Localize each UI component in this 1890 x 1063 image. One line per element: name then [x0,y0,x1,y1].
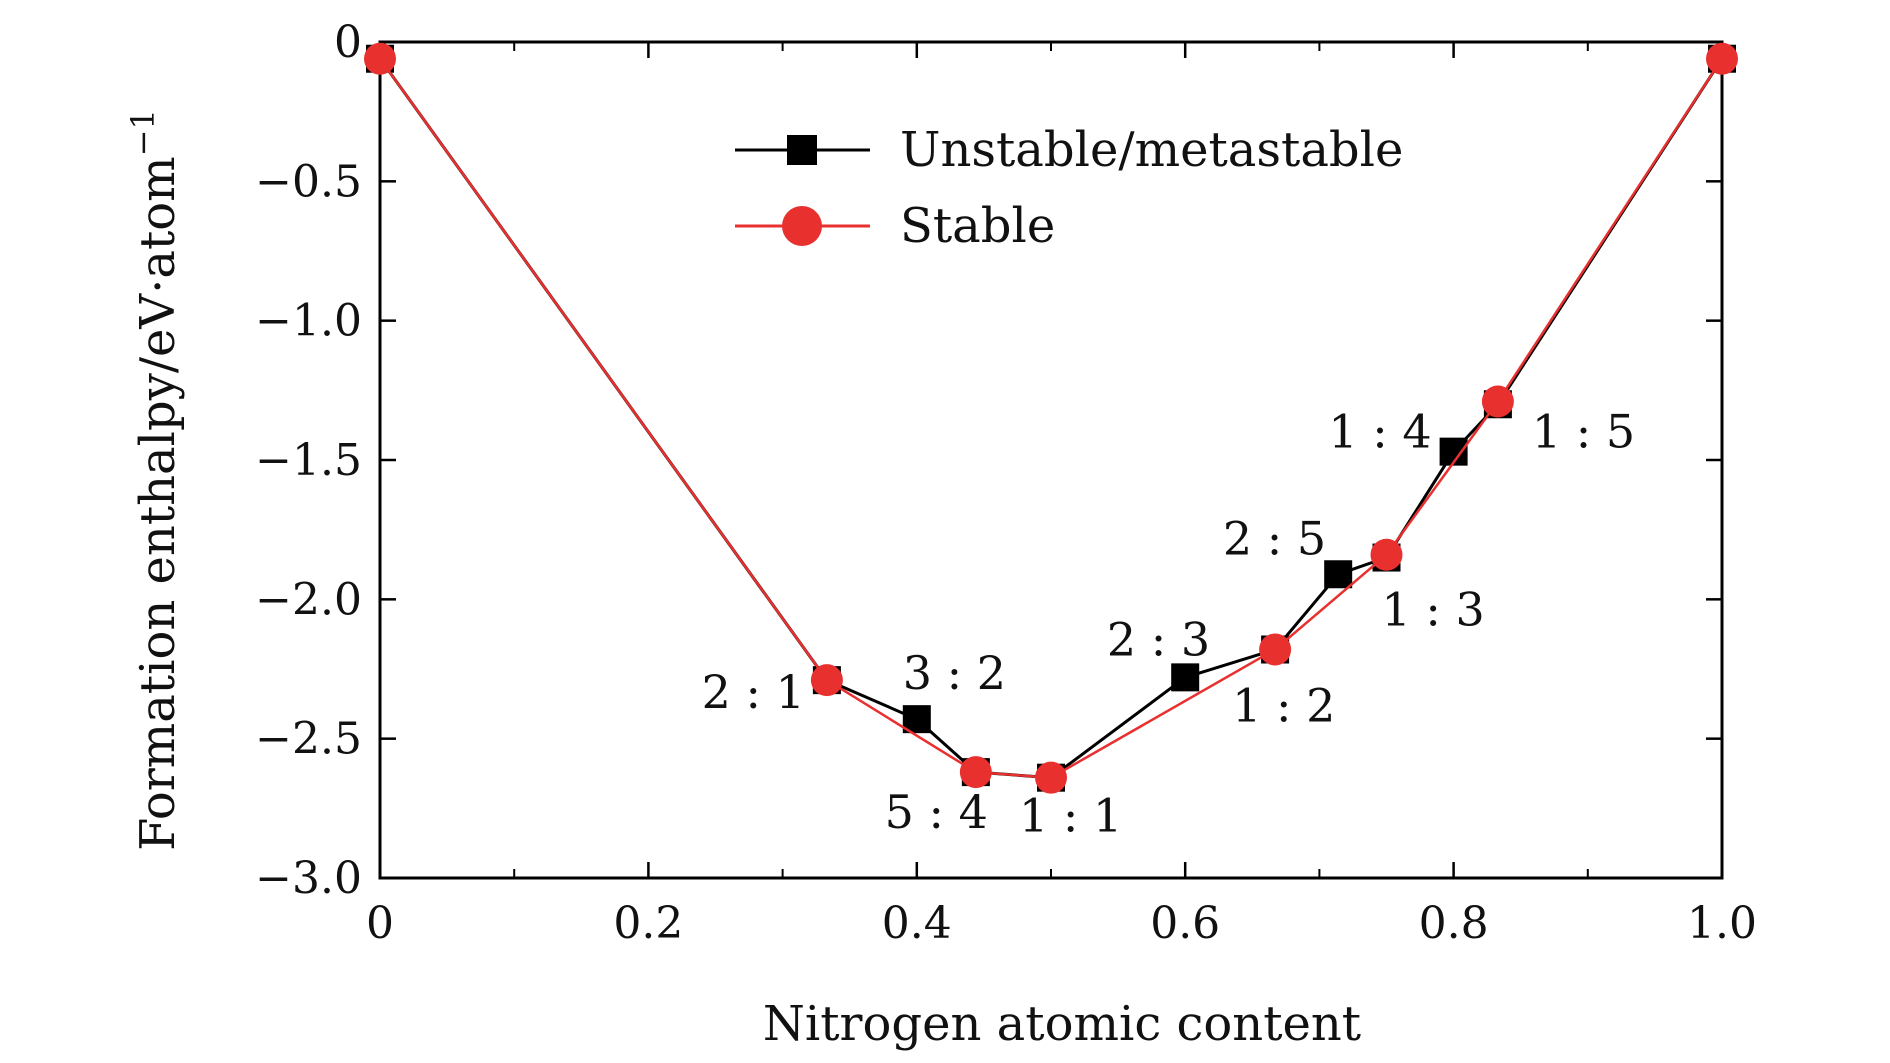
y-tick-label: −3.0 [255,853,362,904]
series-line-stable [378,57,1724,779]
ratio-label: 1 : 3 [1382,583,1485,637]
ratio-label: 1 : 1 [1019,789,1122,843]
data-point-stable [959,756,992,789]
y-tick-label: −2.5 [255,714,362,765]
ratio-label: 3 : 2 [903,646,1006,700]
ratio-label: 1 : 5 [1532,404,1635,458]
x-tick-label: 0 [366,898,394,949]
data-point-stable [810,664,843,697]
legend-label-unstable: Unstable/metastable [900,122,1403,178]
x-tick-label: 1.0 [1687,898,1757,949]
legend-label-stable: Stable [900,198,1055,254]
ratio-label: 1 : 2 [1232,678,1335,732]
x-tick-label: 0.6 [1150,898,1220,949]
data-point-stable [1481,385,1514,418]
ratio-label: 5 : 4 [885,785,988,839]
legend-marker-stable [782,206,822,246]
x-tick-label: 0.4 [882,898,952,949]
y-tick-label: −1.0 [255,296,362,347]
y-axis-title: Formation enthalpy/eV·atom−1 [124,109,186,851]
data-point-unstable [1171,663,1200,692]
data-point-stable [1370,538,1403,571]
ratio-annotations: 2 : 1 3 : 2 5 : 4 1 : 1 2 : 3 1 : 2 2 : 5 1 : 3… [702,404,1636,842]
x-tick-label: 0.8 [1419,898,1489,949]
plot-series [364,42,1738,794]
data-point-unstable [1324,560,1353,589]
data-point-stable [1035,761,1067,794]
ratio-label: 2 : 1 [702,665,805,719]
data-point-stable [1706,42,1738,75]
axes: 0 0.2 0.4 0.6 0.8 1.0 0 −0.5 −1.0 −1.5 −2.0 −2.5 −3.… [255,17,1757,949]
y-tick-label: −0.5 [255,156,362,207]
legend: Unstable/metastable Stable [735,122,1403,254]
x-axis-title: Nitrogen atomic content [763,996,1361,1052]
ratio-label: 2 : 5 [1223,511,1326,565]
data-point-stable [1259,633,1292,666]
y-axis-title-exponent: −1 [124,109,162,156]
y-tick-label: 0 [334,17,362,68]
y-axis-title-main: Formation enthalpy/eV·atom [130,156,186,851]
ratio-label: 2 : 3 [1107,612,1210,666]
legend-marker-unstable [787,135,817,165]
data-point-stable [364,42,396,75]
y-tick-label: −1.5 [255,435,362,486]
ratio-label: 1 : 4 [1328,405,1431,459]
x-tick-label: 0.2 [613,898,683,949]
y-tick-label: −2.0 [255,574,362,625]
